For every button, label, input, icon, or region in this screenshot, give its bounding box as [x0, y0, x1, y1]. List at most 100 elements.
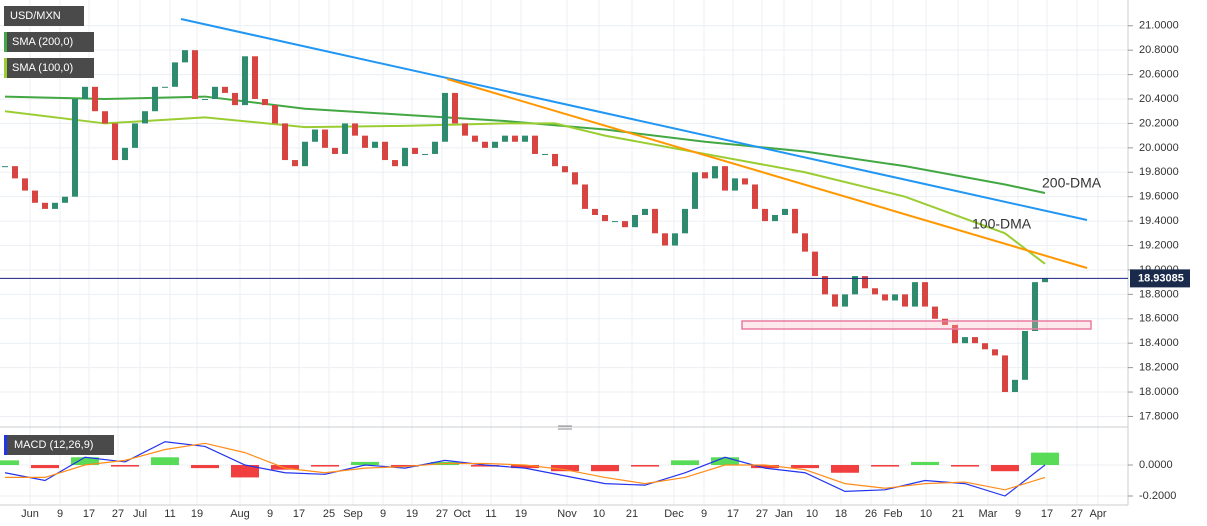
candle: [662, 233, 668, 246]
candle: [882, 294, 888, 301]
histogram-bar: [911, 461, 939, 466]
candle: [522, 135, 528, 142]
x-tick-label: 17: [1041, 508, 1053, 520]
histogram-bar: [951, 465, 979, 467]
candle: [312, 129, 318, 142]
histogram-bar: [351, 461, 379, 466]
candle: [582, 184, 588, 209]
candle: [92, 86, 98, 112]
y-tick-label: 18.2000: [1139, 362, 1179, 374]
candle: [872, 288, 878, 295]
histogram-bar: [471, 465, 499, 467]
candle: [892, 294, 898, 301]
y-tick-label: 19.2000: [1139, 239, 1179, 251]
candle: [452, 92, 458, 124]
candle: [792, 208, 798, 234]
legend-swatch: [4, 32, 7, 52]
candle: [512, 135, 518, 142]
candle: [412, 147, 418, 154]
y-tick-label: -0.2000: [1139, 490, 1176, 502]
legend-box: [4, 58, 94, 78]
annotation: 200-DMA: [1042, 175, 1102, 191]
x-tick-label: 19: [406, 508, 418, 520]
candle: [322, 129, 328, 148]
histogram-bar: [711, 457, 739, 466]
x-tick-label: 26: [865, 508, 877, 520]
x-tick-label: 19: [191, 508, 203, 520]
candle: [382, 141, 388, 161]
candle: [852, 276, 858, 295]
candle: [562, 166, 568, 173]
x-tick-label: Apr: [1089, 508, 1106, 520]
legend-box: [4, 32, 94, 52]
x-tick-label: Dec: [664, 508, 684, 520]
x-tick-label: 21: [952, 508, 964, 520]
x-tick-label: Nov: [557, 508, 577, 520]
candle: [712, 166, 718, 179]
candle: [722, 166, 728, 191]
x-tick-label: Mar: [979, 508, 998, 520]
candle: [442, 92, 448, 142]
candle: [12, 166, 18, 179]
y-tick-label: 20.6000: [1139, 68, 1179, 80]
x-tick-label: 9: [267, 508, 273, 520]
histogram-bar: [591, 465, 619, 472]
signal-line: [5, 442, 1046, 491]
candle: [152, 86, 158, 112]
candle: [982, 343, 988, 350]
candle: [332, 147, 338, 154]
histogram-bar: [231, 465, 259, 478]
candle: [962, 337, 968, 344]
x-tick-label: Jan: [775, 508, 793, 520]
x-tick-label: 17: [83, 508, 95, 520]
x-tick-label: 27: [112, 508, 124, 520]
candle: [252, 56, 258, 100]
y-tick-label: 20.0000: [1139, 142, 1179, 154]
candle: [702, 172, 708, 179]
candle: [1002, 355, 1008, 393]
candle: [762, 208, 768, 222]
candle: [922, 282, 928, 307]
candle: [622, 221, 628, 228]
candle: [202, 99, 208, 101]
candle: [682, 208, 688, 234]
candle: [42, 202, 48, 209]
candle: [242, 56, 248, 106]
candle: [992, 349, 998, 356]
histogram-bar: [631, 465, 659, 467]
candle: [612, 221, 618, 223]
y-tick-label: 18.0000: [1139, 386, 1179, 398]
x-tick-label: 18: [835, 508, 847, 520]
y-tick-label: 19.8000: [1139, 166, 1179, 178]
trendline: [180, 18, 1088, 221]
candle: [102, 111, 108, 124]
sma-line: [4, 110, 1046, 265]
grid: [0, 0, 1128, 505]
x-tick-label: 10: [920, 508, 932, 520]
candle: [72, 99, 78, 197]
candle: [212, 86, 218, 100]
candle: [772, 215, 778, 222]
histogram-bar: [871, 465, 899, 467]
x-tick-label: Aug: [230, 508, 250, 520]
candle: [32, 190, 38, 203]
sma-line: [4, 95, 1046, 195]
candle: [272, 105, 278, 124]
candle: [492, 141, 498, 148]
y-tick-label: 17.8000: [1139, 410, 1179, 422]
candle: [942, 318, 948, 325]
candle: [692, 172, 698, 209]
candle: [292, 160, 298, 167]
x-tick-label: 9: [1015, 508, 1021, 520]
legend-swatch: [4, 435, 7, 455]
candle: [782, 208, 788, 215]
macd-line: [4, 441, 1046, 497]
legend-box: [4, 6, 84, 26]
histogram-bar: [151, 457, 179, 466]
candle: [132, 123, 138, 148]
candle: [932, 306, 938, 319]
y-tick-label: 20.4000: [1139, 93, 1179, 105]
candle: [2, 166, 8, 168]
candle: [802, 233, 808, 252]
